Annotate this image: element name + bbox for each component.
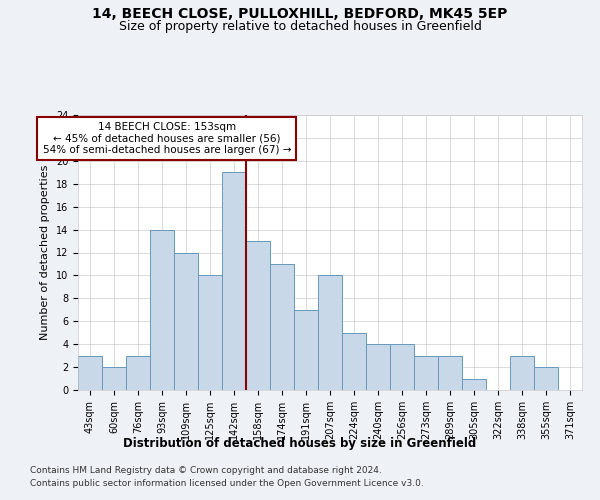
- Bar: [126, 356, 150, 390]
- Bar: [318, 276, 342, 390]
- Bar: [462, 378, 486, 390]
- Bar: [414, 356, 438, 390]
- Bar: [390, 344, 414, 390]
- Text: Distribution of detached houses by size in Greenfield: Distribution of detached houses by size …: [124, 438, 476, 450]
- Text: 14, BEECH CLOSE, PULLOXHILL, BEDFORD, MK45 5EP: 14, BEECH CLOSE, PULLOXHILL, BEDFORD, MK…: [92, 8, 508, 22]
- Bar: [150, 230, 174, 390]
- Bar: [102, 367, 126, 390]
- Bar: [534, 367, 558, 390]
- Text: 14 BEECH CLOSE: 153sqm
← 45% of detached houses are smaller (56)
54% of semi-det: 14 BEECH CLOSE: 153sqm ← 45% of detached…: [43, 122, 291, 155]
- Bar: [246, 241, 270, 390]
- Text: Contains public sector information licensed under the Open Government Licence v3: Contains public sector information licen…: [30, 479, 424, 488]
- Bar: [78, 356, 102, 390]
- Bar: [174, 252, 198, 390]
- Bar: [222, 172, 246, 390]
- Bar: [198, 276, 222, 390]
- Bar: [294, 310, 318, 390]
- Bar: [438, 356, 462, 390]
- Bar: [366, 344, 390, 390]
- Bar: [342, 332, 366, 390]
- Text: Size of property relative to detached houses in Greenfield: Size of property relative to detached ho…: [119, 20, 481, 33]
- Y-axis label: Number of detached properties: Number of detached properties: [40, 165, 50, 340]
- Text: Contains HM Land Registry data © Crown copyright and database right 2024.: Contains HM Land Registry data © Crown c…: [30, 466, 382, 475]
- Bar: [510, 356, 534, 390]
- Bar: [270, 264, 294, 390]
